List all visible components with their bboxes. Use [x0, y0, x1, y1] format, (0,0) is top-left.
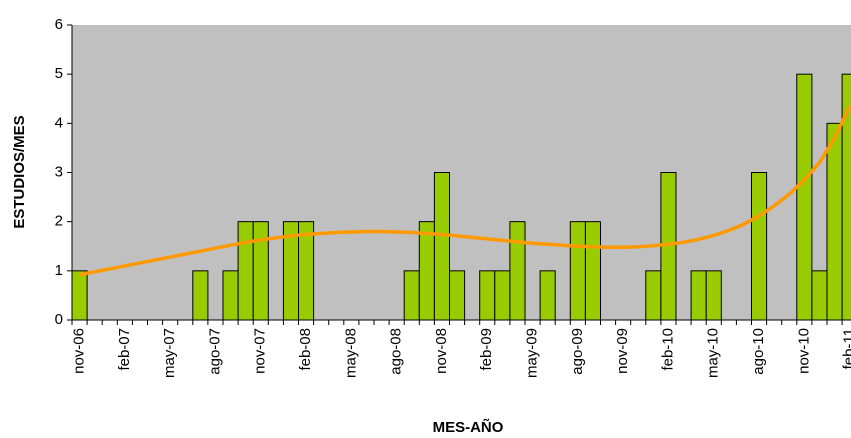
- x-tick-label: ago-08: [388, 328, 405, 375]
- x-tick-label: nov-07: [252, 328, 269, 374]
- trend-line: [79, 105, 851, 277]
- x-tick-label: feb-09: [478, 328, 495, 371]
- x-tick-label: may-07: [161, 328, 178, 378]
- x-tick-label: nov-10: [795, 328, 812, 374]
- x-tick-label: ago-10: [750, 328, 767, 375]
- y-axis-title: ESTUDIOS/MES: [11, 115, 28, 228]
- bar: [539, 270, 556, 321]
- x-tick-label: may-09: [524, 328, 541, 378]
- bar: [796, 73, 813, 321]
- bar: [705, 270, 722, 321]
- bar: [192, 270, 209, 321]
- bar: [584, 221, 602, 321]
- y-tick-label: 0: [55, 311, 63, 328]
- bar: [72, 270, 88, 321]
- bar: [479, 270, 496, 321]
- bar: [418, 221, 435, 321]
- y-tick-label: 6: [55, 16, 63, 33]
- y-tick-label: 4: [55, 114, 63, 131]
- bar: [811, 270, 828, 321]
- y-tick-label: 5: [55, 65, 63, 82]
- plot-area: [72, 73, 851, 321]
- bar: [494, 270, 511, 321]
- y-tick-label: 3: [55, 163, 63, 180]
- bar: [449, 270, 466, 321]
- bar: [403, 270, 420, 321]
- x-tick-label: ago-07: [206, 328, 223, 375]
- bar: [569, 221, 586, 321]
- x-tick-label: may-08: [342, 328, 359, 378]
- bar: [252, 221, 269, 321]
- y-tick-label: 1: [55, 262, 63, 279]
- bar: [645, 270, 662, 321]
- x-tick-label: ago-09: [569, 328, 586, 375]
- bar: [826, 122, 843, 321]
- x-tick-label: may-10: [705, 328, 722, 378]
- x-tick-label: feb-11: [841, 328, 851, 369]
- x-axis-title: MES-AÑO: [433, 418, 504, 436]
- bar: [237, 221, 254, 321]
- bar: [690, 270, 707, 321]
- bar: [751, 172, 768, 321]
- bar: [222, 270, 239, 321]
- bar: [433, 172, 450, 321]
- bar: [509, 221, 526, 321]
- x-tick-label: feb-08: [297, 328, 314, 371]
- x-tick-label: nov-06: [71, 328, 88, 374]
- x-tick-label: nov-09: [614, 328, 631, 374]
- x-tick-label: feb-10: [659, 328, 676, 371]
- y-tick-label: 2: [55, 213, 63, 230]
- x-tick-label: feb-07: [116, 328, 133, 371]
- x-tick-label: nov-08: [433, 328, 450, 374]
